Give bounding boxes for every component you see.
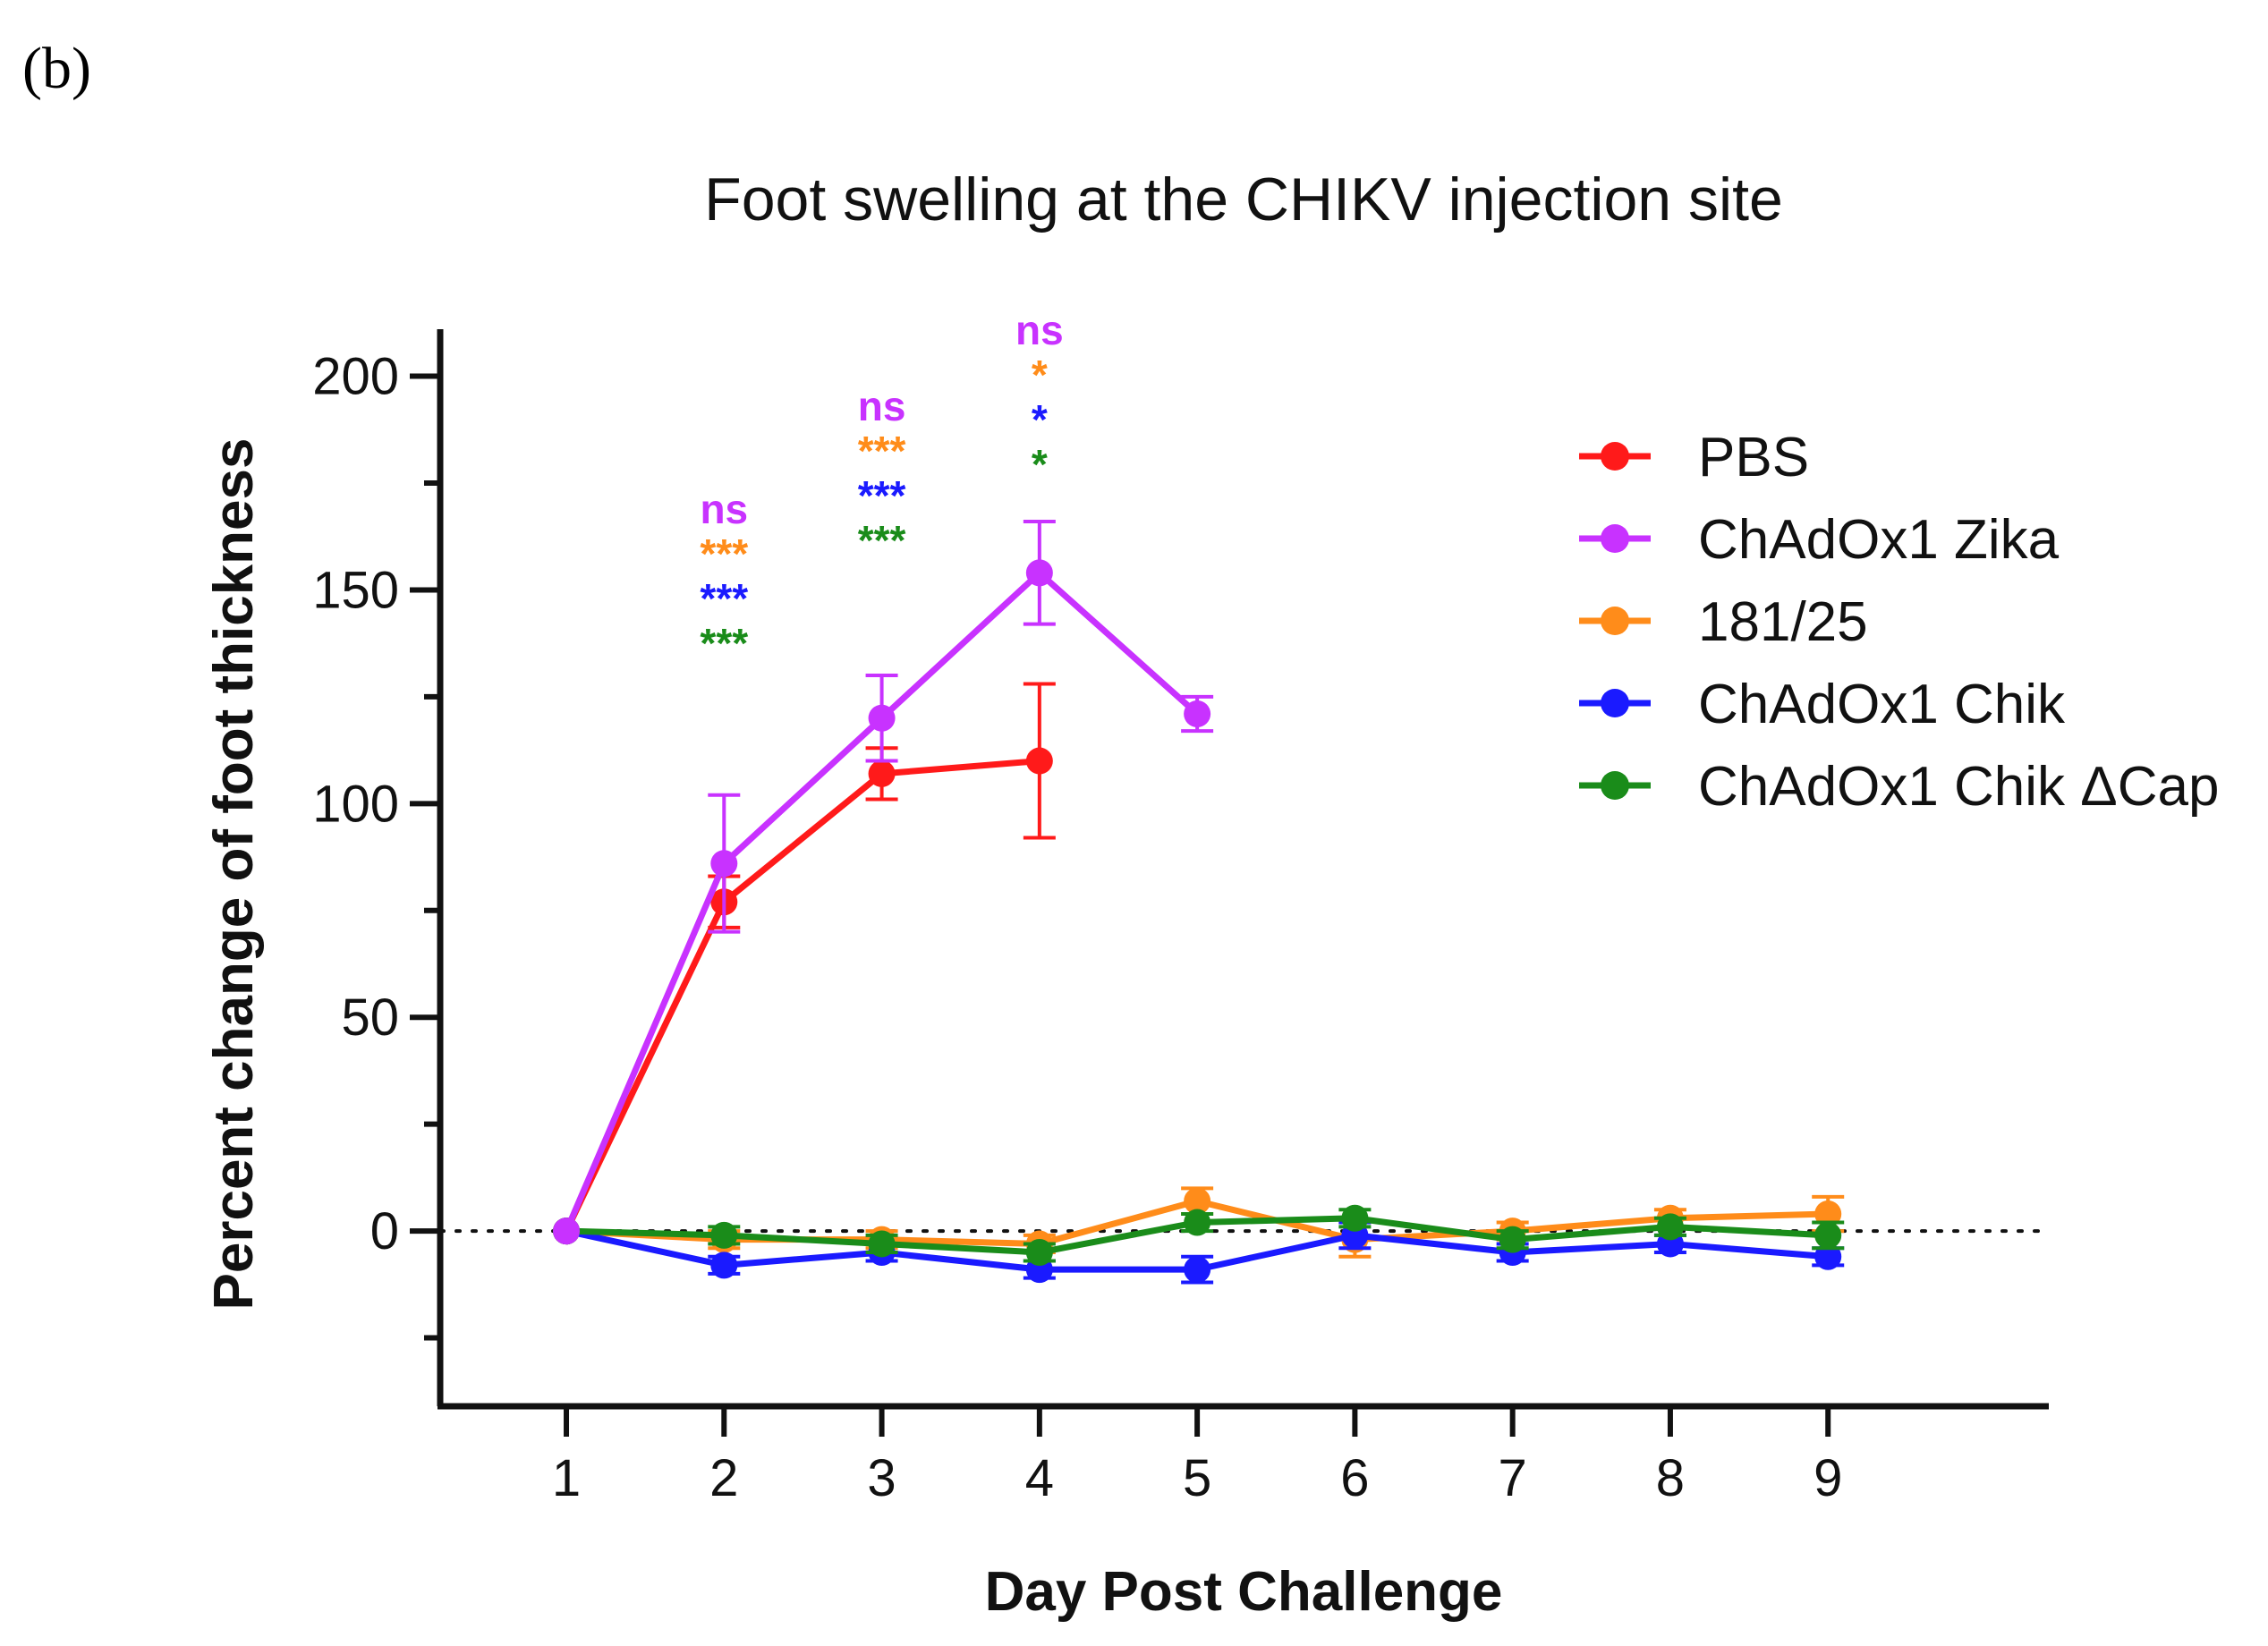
x-tick-label: 4 [1025, 1449, 1054, 1507]
series-pbs [553, 682, 1056, 1245]
data-point [1499, 1226, 1526, 1253]
series-chadox1-zika [553, 520, 1214, 1245]
series-layer [553, 520, 1845, 1285]
chart-title: Foot swelling at the CHIKV injection sit… [704, 165, 1783, 233]
data-point [710, 1221, 738, 1249]
legend-label: ChAdOx1 Chik [1698, 674, 2066, 735]
data-point [868, 704, 896, 732]
y-tick-label: 200 [312, 348, 399, 406]
series-line [563, 758, 1041, 1233]
data-point [710, 850, 738, 878]
legend-label: ChAdOx1 Chik ΔCap [1698, 756, 2219, 818]
significance-label: ns [858, 383, 906, 429]
data-point [1025, 747, 1053, 775]
x-tick-label: 6 [1340, 1449, 1369, 1507]
legend-label: PBS [1698, 427, 1809, 488]
x-tick-label: 9 [1814, 1449, 1842, 1507]
significance-stars: *** [700, 575, 748, 622]
legend-swatch-marker [1601, 442, 1629, 471]
legend-item-pbs: PBS [1579, 427, 1809, 488]
legend-item-chadox1-zika: ChAdOx1 Zika [1579, 509, 2060, 571]
y-tick-label: 150 [312, 561, 399, 619]
x-tick-label: 5 [1183, 1449, 1211, 1507]
significance-stars: * [1032, 441, 1048, 488]
data-point [868, 1230, 896, 1258]
significance-stars: *** [858, 472, 906, 519]
x-tick-label: 2 [709, 1449, 738, 1507]
data-point [1814, 1221, 1842, 1249]
y-axis-label: Percent change of foot thickness [203, 438, 265, 1311]
significance-label: ns [700, 486, 748, 532]
x-ticks: 1 2 3 4 5 6 7 8 9 [552, 1406, 1842, 1507]
data-point [1656, 1213, 1684, 1241]
data-point [710, 1251, 738, 1279]
significance-stars: *** [858, 428, 906, 474]
legend-label: 181/25 [1698, 591, 1868, 653]
y-tick-label: 0 [370, 1202, 399, 1260]
data-point [553, 1218, 581, 1245]
x-tick-label: 8 [1656, 1449, 1685, 1507]
panel-label: (b) [22, 36, 91, 101]
data-point [1814, 1243, 1842, 1270]
data-point [1025, 559, 1053, 587]
legend-swatch-marker [1601, 607, 1629, 635]
data-point [1184, 1187, 1211, 1215]
legend-swatch-marker [1601, 689, 1629, 717]
legend-swatch-marker [1601, 771, 1629, 800]
data-point [1025, 1239, 1053, 1266]
significance-stars: *** [700, 530, 748, 577]
x-tick-label: 1 [552, 1449, 581, 1507]
legend: PBS ChAdOx1 Zika 181/25 ChAdOx1 Chik ChAdOx1… [1579, 427, 2219, 818]
legend-item-chadox1-chik: ChAdOx1 Chik [1579, 674, 2066, 735]
significance-label: ns [1015, 307, 1064, 353]
x-tick-label: 3 [867, 1449, 896, 1507]
legend-label: ChAdOx1 Zika [1698, 509, 2060, 571]
significance-annotations: ns*********ns*********ns*** [700, 307, 1063, 666]
data-point [1341, 1204, 1369, 1232]
x-axis-label: Day Post Challenge [985, 1561, 1503, 1623]
significance-stars: *** [700, 620, 748, 666]
significance-stars: * [1032, 396, 1048, 443]
legend-item-181-25: 181/25 [1579, 591, 1868, 653]
y-ticks: 0 50 100 150 200 [312, 348, 440, 1341]
data-point [1184, 700, 1211, 727]
series-line [563, 569, 1200, 1233]
y-tick-label: 100 [312, 775, 399, 833]
significance-stars: *** [858, 517, 906, 564]
x-tick-label: 7 [1499, 1449, 1527, 1507]
axes [437, 329, 2051, 1410]
data-point [1814, 1201, 1842, 1227]
data-point [1184, 1256, 1211, 1284]
data-point [868, 759, 896, 787]
y-tick-label: 50 [341, 988, 399, 1047]
legend-swatch-marker [1601, 524, 1629, 553]
significance-stars: * [1032, 352, 1048, 398]
legend-item-chadox1-chik-cap: ChAdOx1 Chik ΔCap [1579, 756, 2219, 818]
data-point [1184, 1209, 1211, 1236]
